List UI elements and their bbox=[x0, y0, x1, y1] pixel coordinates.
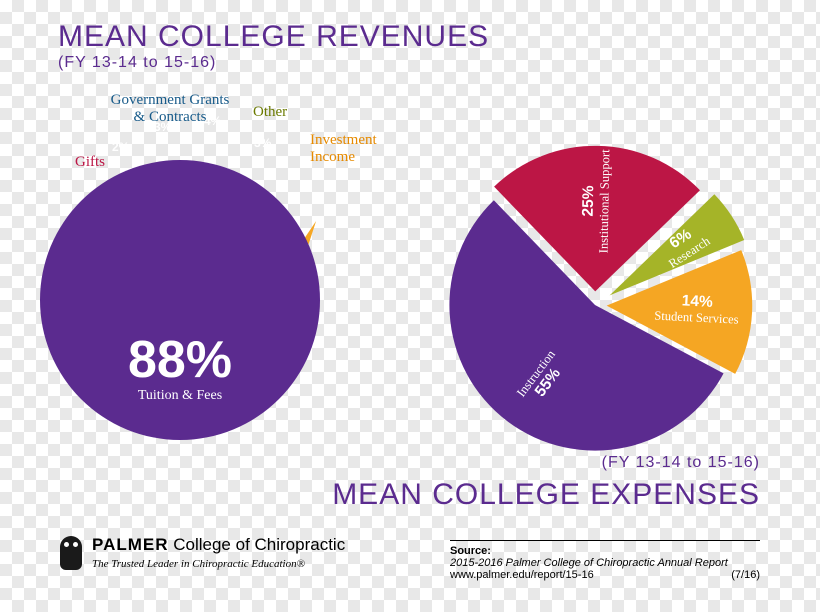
brand-bold: PALMER bbox=[92, 535, 169, 554]
rev-label-other: Other bbox=[253, 104, 287, 121]
rev-pct-gifts: 2% bbox=[112, 140, 129, 154]
brand-tagline: The Trusted Leader in Chiropractic Educa… bbox=[92, 558, 345, 570]
rev-pct-tuition: 88% bbox=[40, 330, 320, 390]
palmer-logo-icon bbox=[60, 536, 82, 570]
rev-label-tuition: Tuition & Fees bbox=[40, 388, 320, 404]
rev-pct-gov: 3% bbox=[154, 120, 171, 134]
source-url-row: www.palmer.edu/report/15-16 (7/16) bbox=[450, 569, 760, 581]
footer-source: Source: 2015-2016 Palmer College of Chir… bbox=[450, 540, 760, 581]
rev-pct-other: 4% bbox=[204, 114, 221, 128]
revenues-pie-chart: 2% 3% 4% 3% 88% Tuition & Fees bbox=[40, 160, 320, 440]
source-line: 2015-2016 Palmer College of Chiropractic… bbox=[450, 557, 760, 569]
expenses-pie-chart: 55%Instruction25%Institutional Support6%… bbox=[430, 140, 760, 470]
expenses-subtitle: (FY 13-14 to 15-16) bbox=[602, 454, 760, 472]
footer-logo: PALMER College of Chiropractic The Trust… bbox=[60, 535, 345, 570]
revenues-title: MEAN COLLEGE REVENUES bbox=[58, 20, 489, 54]
source-heading: Source: bbox=[450, 545, 760, 557]
exp-label-1: Institutional Support bbox=[597, 149, 613, 254]
exp-pct-3: 14% bbox=[681, 292, 713, 311]
source-url: www.palmer.edu/report/15-16 bbox=[450, 569, 594, 581]
exp-pct-1: 25% bbox=[580, 185, 598, 217]
brand-name: PALMER College of Chiropractic bbox=[92, 535, 345, 555]
expenses-title: MEAN COLLEGE EXPENSES bbox=[332, 478, 760, 512]
rev-pct-investment: 3% bbox=[254, 136, 271, 150]
source-date: (7/16) bbox=[731, 569, 760, 581]
brand-rest: College of Chiropractic bbox=[169, 535, 346, 554]
revenues-subtitle: (FY 13-14 to 15-16) bbox=[58, 54, 216, 72]
